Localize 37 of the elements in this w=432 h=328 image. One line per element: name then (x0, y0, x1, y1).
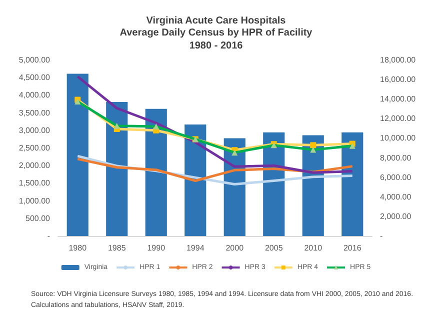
y2-tick-label: - (380, 232, 383, 240)
y-tick-label: 4,000.00 (18, 90, 51, 100)
y-tick-label: 3,000.00 (18, 126, 51, 135)
y-tick-label: - (47, 232, 50, 240)
chart-subtitle: 1980 - 2016 (189, 40, 244, 52)
x-tick-label: 2010 (304, 244, 323, 252)
bar (145, 108, 167, 236)
bar (66, 74, 88, 236)
x-tick-label: 2005 (264, 244, 284, 252)
y2-tick-label: 14,000.00 (380, 94, 416, 104)
bar (184, 124, 206, 236)
x-tick-label: 2000 (226, 244, 244, 252)
y-tick-label: 5,000.00 (18, 56, 51, 64)
y2-tick-label: 8,000.00 (380, 153, 412, 162)
y2-tick-label: 6,000.00 (380, 172, 412, 182)
y2-tick-label: 12,000.00 (380, 114, 416, 124)
y2-tick-label: 4,000.00 (380, 192, 412, 202)
y-tick-label: 2,500.00 (18, 144, 51, 152)
y-tick-label: 1,500.00 (18, 178, 51, 188)
x-tick-label: 1990 (147, 244, 166, 252)
y2-tick-label: 2,000.00 (380, 212, 412, 221)
x-tick-label: 2016 (343, 244, 362, 252)
y2-tick-label: 16,000.00 (380, 75, 416, 84)
bar (106, 102, 128, 236)
chart-title: Virginia Acute Care Hospitals Average Daily Census by HPR of Facility (120, 16, 313, 38)
x-tick-label: 1980 (68, 244, 88, 252)
x-tick-label: 1994 (186, 244, 205, 252)
y-tick-label: 2,000.00 (18, 161, 51, 170)
x-tick-label: 1985 (108, 244, 126, 252)
y2-tick-label: 18,000.00 (380, 56, 416, 64)
y-tick-label: 4,500.00 (18, 73, 51, 82)
y-tick-label: 500.00 (26, 214, 51, 223)
line-series (76, 75, 354, 174)
bar (342, 132, 364, 236)
y-tick-label: 1,000.00 (18, 196, 51, 206)
y-tick-label: 3,500.00 (18, 108, 51, 118)
y2-tick-label: 10,000.00 (380, 134, 416, 143)
